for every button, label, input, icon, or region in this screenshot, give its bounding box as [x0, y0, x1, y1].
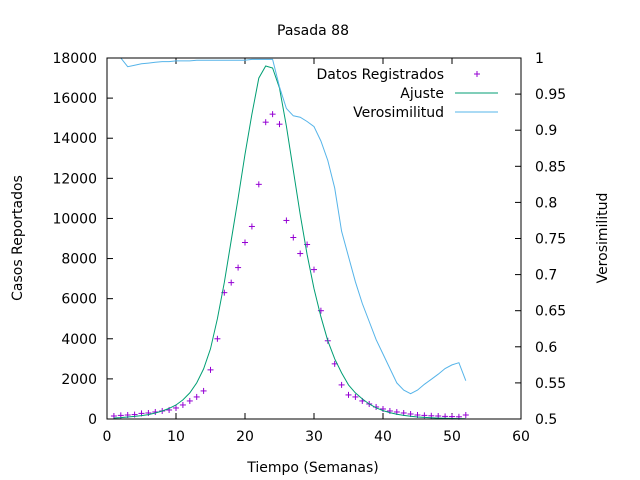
y2-tick-label: 0.95: [535, 87, 566, 103]
y-tick-label: 16000: [52, 91, 97, 107]
y-tick-label: 2000: [61, 372, 97, 388]
y-tick-label: 0: [88, 412, 97, 428]
y2-tick-label: 0.7: [535, 268, 557, 284]
data-point: [248, 223, 255, 230]
x-tick-label: 40: [374, 429, 392, 445]
y-tick-label: 6000: [61, 292, 97, 308]
y2-tick-label: 0.75: [535, 232, 566, 248]
y2-tick-label: 0.5: [535, 412, 557, 428]
x-tick-label: 60: [512, 429, 530, 445]
axis-ticks: 0 10 20 30 40 50 60 0 2000 4000 6000 8000 10000 12000…: [52, 51, 566, 445]
data-point: [228, 279, 235, 286]
data-point: [193, 393, 200, 400]
data-point: [179, 401, 186, 408]
data-point: [338, 381, 345, 388]
series-line-ajuste: [113, 65, 466, 420]
data-point: [352, 393, 359, 400]
data-point: [235, 264, 242, 271]
y-tick-label: 12000: [52, 171, 97, 187]
data-point: [186, 397, 193, 404]
data-point: [317, 307, 324, 314]
series-layer: [110, 57, 469, 420]
data-point: [283, 217, 290, 224]
y2-axis-label: Verosimilitud: [595, 193, 611, 284]
legend-label: Datos Registrados: [316, 67, 444, 83]
series-line-verosimilitud: [113, 57, 467, 395]
y2-tick-label: 0.6: [535, 340, 557, 356]
x-axis-label: Tiempo (Semanas): [246, 460, 379, 476]
x-tick-label: 20: [236, 429, 254, 445]
y2-tick-label: 0.65: [535, 304, 566, 320]
plot-frame: [106, 57, 522, 420]
data-point: [269, 111, 276, 118]
data-point: [345, 391, 352, 398]
x-tick-label: 0: [103, 429, 112, 445]
y-tick-label: 10000: [52, 211, 97, 227]
data-point: [242, 239, 248, 246]
y2-tick-label: 0.9: [535, 123, 557, 139]
y-tick-label: 18000: [52, 51, 97, 67]
y-tick-label: 4000: [61, 332, 97, 348]
data-point: [276, 121, 283, 128]
data-point: [290, 234, 297, 241]
data-point: [200, 387, 207, 394]
y2-tick-label: 1: [535, 51, 544, 67]
legend-label: Verosimilitud: [353, 105, 444, 121]
data-point: [311, 266, 317, 273]
data-point: [173, 404, 179, 411]
y-axis-label: Casos Reportados: [10, 175, 26, 301]
data-point: [207, 366, 214, 373]
legend: Datos Registrados Ajuste Verosimilitud: [316, 67, 498, 121]
data-point: [214, 335, 221, 342]
legend-label: Ajuste: [400, 86, 444, 102]
y-tick-label: 14000: [52, 131, 97, 147]
y2-tick-label: 0.85: [535, 159, 566, 175]
legend-swatch: [474, 71, 480, 77]
y2-tick-label: 0.8: [535, 195, 557, 211]
y-tick-label: 8000: [61, 252, 97, 268]
x-tick-label: 30: [305, 429, 323, 445]
data-point: [462, 411, 469, 418]
y2-tick-label: 0.55: [535, 376, 566, 392]
x-tick-label: 50: [443, 429, 461, 445]
x-tick-label: 10: [167, 429, 185, 445]
data-point: [255, 181, 262, 188]
data-point: [262, 119, 269, 126]
data-point: [297, 250, 304, 257]
chart-title: Pasada 88: [277, 23, 349, 39]
